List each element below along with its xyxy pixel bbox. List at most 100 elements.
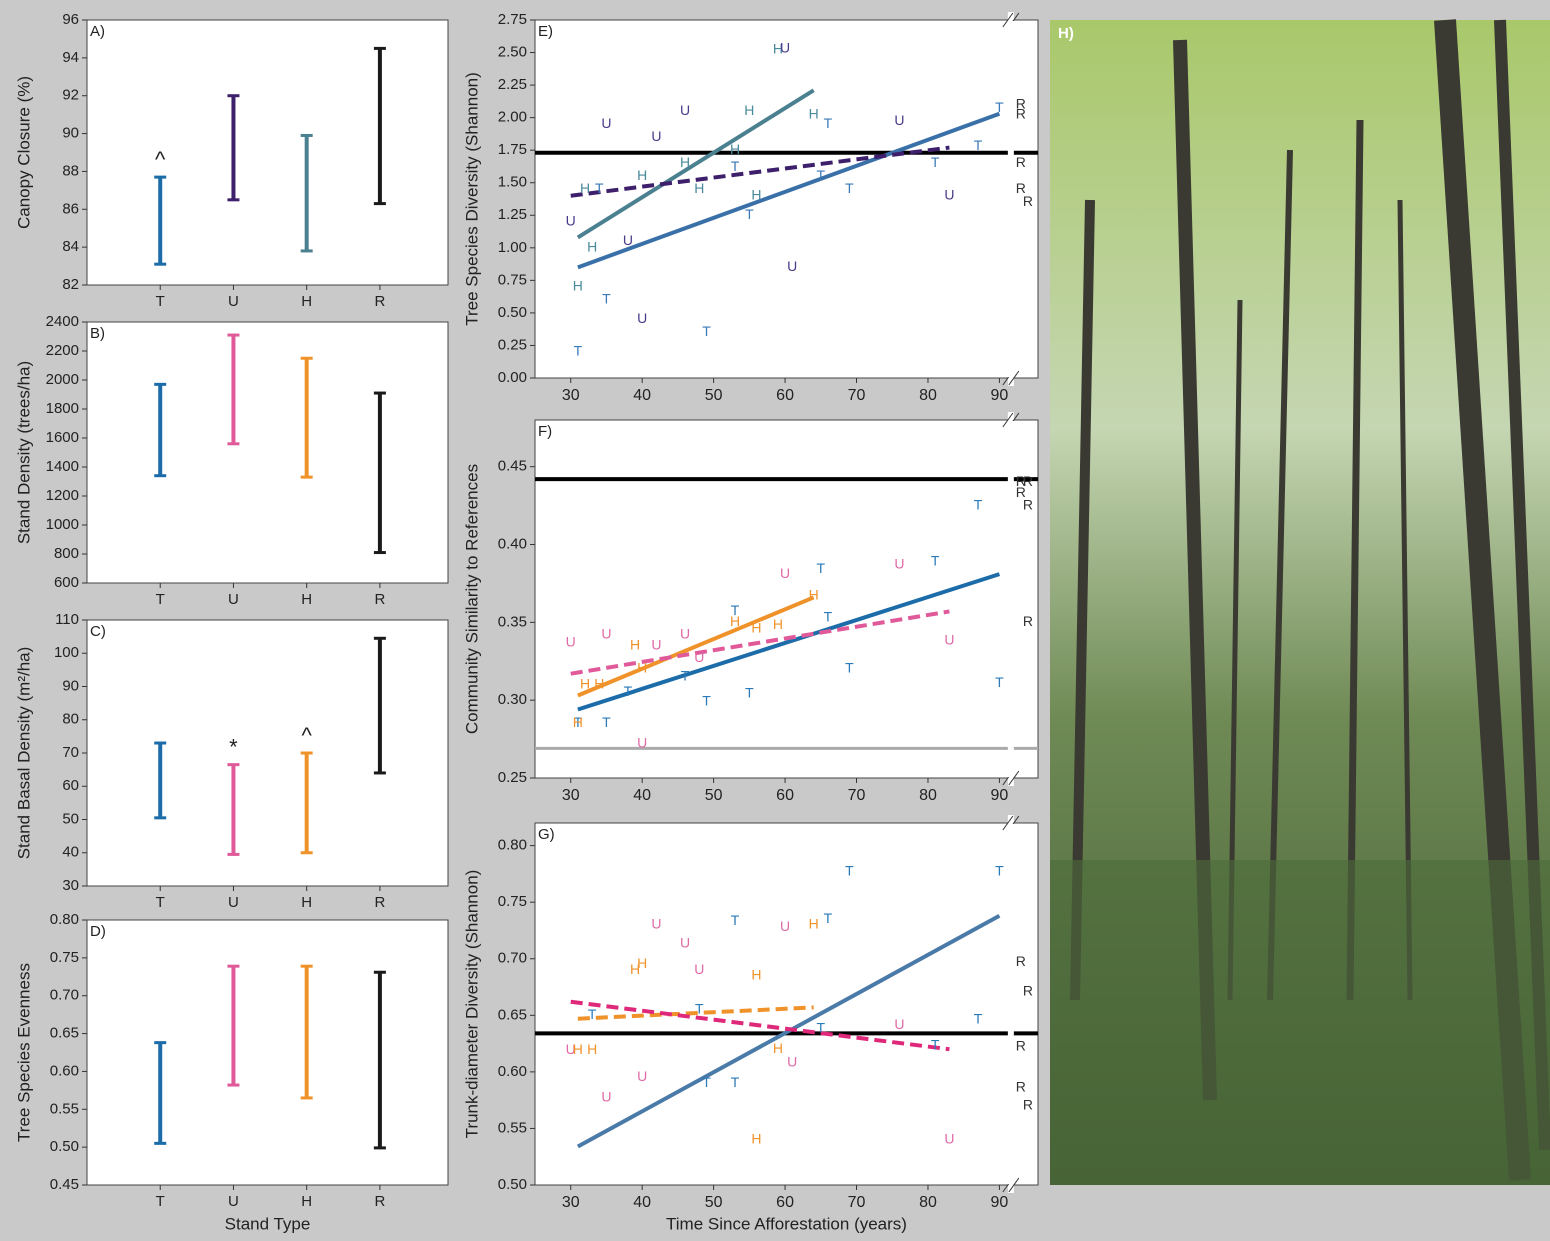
point-marker: T — [931, 154, 940, 170]
y-tick-label: 0.55 — [50, 1100, 79, 1117]
point-marker: H — [573, 1041, 583, 1057]
x-tick-label: 50 — [705, 387, 723, 404]
panel-label: F) — [538, 423, 552, 440]
y-tick-label: 0.60 — [50, 1062, 79, 1079]
y-axis-title: Tree Species Diversity (Shannon) — [462, 72, 481, 326]
point-marker: U — [601, 626, 611, 642]
trend-line — [577, 572, 1001, 712]
x-tick-label: 30 — [562, 387, 580, 404]
axis-break — [1008, 1177, 1020, 1193]
point-marker: U — [894, 1016, 904, 1032]
point-marker: H — [573, 278, 583, 294]
y-tick-label: 0.75 — [498, 271, 527, 288]
y-tick-label: 0.00 — [498, 369, 527, 386]
point-marker: U — [651, 636, 661, 652]
point-marker: U — [787, 258, 797, 274]
point-marker: H — [751, 1130, 761, 1146]
y-axis-title: Community Similarity to References — [462, 464, 481, 734]
point-marker: U — [651, 128, 661, 144]
x-tick-label: H — [301, 591, 312, 608]
point-marker: U — [623, 232, 633, 248]
point-marker: U — [566, 1041, 576, 1057]
point-marker: H — [773, 41, 783, 57]
point-marker: R — [1016, 1078, 1026, 1094]
annotation: * — [229, 734, 238, 759]
point-marker: T — [974, 1011, 983, 1027]
panel-label: B) — [90, 325, 105, 342]
point-marker: U — [680, 626, 690, 642]
x-tick-label: R — [374, 591, 385, 608]
point-marker: U — [637, 734, 647, 750]
x-tick-label: 40 — [633, 387, 651, 404]
y-tick-label: 88 — [62, 162, 79, 179]
y-tick-label: 0.80 — [50, 911, 79, 928]
point-marker: H — [730, 141, 740, 157]
point-marker: H — [573, 714, 583, 730]
y-tick-label: 0.25 — [498, 336, 527, 353]
point-marker: R — [1023, 982, 1033, 998]
x-tick-label: 70 — [848, 1194, 866, 1211]
point-marker: U — [566, 212, 576, 228]
point-marker: R — [1016, 95, 1026, 111]
y-axis-title: Stand Basal Density (m²/ha) — [14, 647, 33, 860]
y-tick-label: 2.25 — [498, 76, 527, 93]
y-tick-label: 1400 — [46, 458, 79, 475]
point-marker: T — [602, 291, 611, 307]
point-marker: R — [1016, 953, 1026, 969]
point-marker: R — [1023, 496, 1033, 512]
point-marker: U — [680, 102, 690, 118]
point-marker: T — [681, 668, 690, 684]
x-tick-label: H — [301, 894, 312, 911]
point-marker: H — [587, 239, 597, 255]
x-tick-label: T — [156, 1193, 165, 1210]
point-marker: T — [745, 685, 754, 701]
point-marker: H — [751, 966, 761, 982]
point-marker: U — [894, 112, 904, 128]
x-tick-label: 80 — [919, 1194, 937, 1211]
y-tick-label: 0.70 — [498, 950, 527, 967]
x-tick-label: 60 — [776, 387, 794, 404]
point-marker: H — [680, 154, 690, 170]
axis-break — [1008, 370, 1020, 386]
point-marker: U — [637, 310, 647, 326]
point-marker: T — [702, 1074, 711, 1090]
photo-label: H) — [1058, 25, 1074, 42]
y-tick-label: 800 — [54, 545, 79, 562]
y-tick-label: 2400 — [46, 313, 79, 330]
y-tick-label: 100 — [54, 644, 79, 661]
point-marker: T — [731, 912, 740, 928]
x-tick-label: U — [228, 1193, 239, 1210]
y-tick-label: 80 — [62, 711, 79, 728]
point-marker: T — [931, 1037, 940, 1053]
plot-area — [86, 919, 449, 1186]
y-tick-label: 0.65 — [498, 1006, 527, 1023]
y-axis-title: Trunk-diameter Diversity (Shannon) — [462, 870, 481, 1139]
point-marker: U — [601, 1089, 611, 1105]
x-tick-label: 30 — [562, 787, 580, 804]
point-marker: T — [624, 683, 633, 699]
point-marker: H — [809, 916, 819, 932]
y-axis-title: Stand Density (trees/ha) — [14, 361, 33, 544]
point-marker: R — [1023, 1097, 1033, 1113]
annotation: ^ — [155, 147, 166, 172]
y-tick-label: 1.50 — [498, 174, 527, 191]
axis-break-gap — [1007, 21, 1014, 377]
x-tick-label: H — [301, 1193, 312, 1210]
y-tick-label: 82 — [62, 276, 79, 293]
axis-break-gap — [1007, 370, 1014, 386]
point-marker: T — [931, 552, 940, 568]
point-marker: H — [773, 1040, 783, 1056]
x-tick-label: 60 — [776, 1194, 794, 1211]
y-axis-title: Tree Species Evenness — [14, 963, 33, 1142]
point-marker: T — [824, 910, 833, 926]
point-marker: T — [702, 692, 711, 708]
axis-break-gap — [1007, 412, 1014, 428]
point-marker: H — [751, 186, 761, 202]
annotation: ^ — [302, 723, 313, 748]
axis-break — [1002, 412, 1014, 428]
y-axis-title: Canopy Closure (%) — [14, 76, 33, 229]
axis-break — [1002, 815, 1014, 831]
x-tick-label: U — [228, 894, 239, 911]
point-marker: H — [730, 613, 740, 629]
plot-area — [86, 619, 449, 887]
